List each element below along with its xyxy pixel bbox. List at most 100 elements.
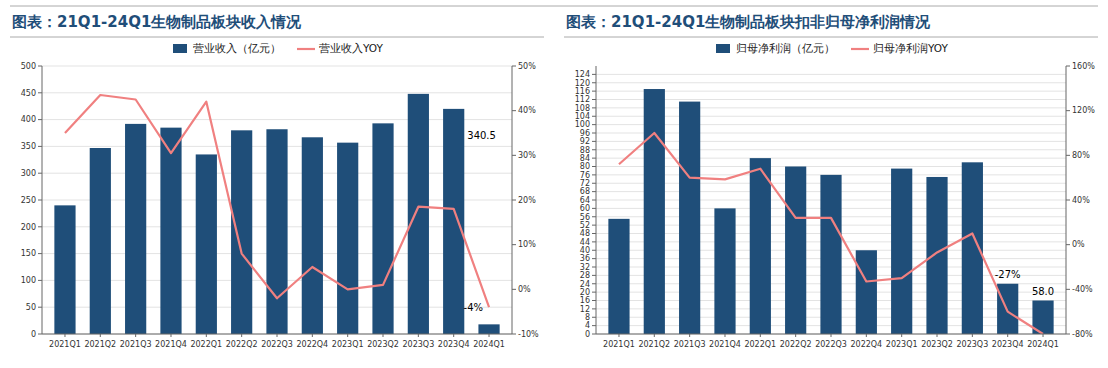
x-tick [618, 334, 619, 337]
y2-tick [512, 200, 516, 201]
y-tick-label: 56 [580, 213, 590, 222]
y-tick-label: 68 [580, 187, 590, 196]
x-tick-label: 2021Q2 [84, 340, 116, 349]
y-tick [592, 283, 596, 284]
x-tick-label: 2021Q3 [674, 340, 706, 349]
y-tick-label: 84 [580, 154, 590, 163]
y-tick [38, 307, 42, 308]
x-tick [689, 334, 690, 337]
grid-line [596, 82, 1066, 83]
grid-line [596, 99, 1066, 100]
grid-line [596, 107, 1066, 108]
legend-item: 营业收入YOY [297, 42, 384, 54]
y-tick [592, 334, 596, 335]
x-tick-label: 2021Q2 [638, 340, 670, 349]
x-tick-label: 2022Q2 [226, 340, 258, 349]
y2-tick-label: 50% [518, 62, 536, 71]
x-tick-label: 2022Q3 [261, 340, 293, 349]
y-tick [592, 241, 596, 242]
x-tick-label: 2021Q4 [709, 340, 741, 349]
annotation: -4% [464, 302, 483, 313]
y-tick [38, 253, 42, 254]
bar [266, 129, 287, 334]
y-tick-label: 48 [580, 229, 590, 238]
y-tick [592, 191, 596, 192]
x-tick-label: 2023Q3 [402, 340, 434, 349]
y2-tick [1066, 289, 1070, 290]
bar [160, 128, 181, 334]
x-tick [1043, 334, 1044, 337]
bar [478, 324, 499, 334]
chart-panel: 图表：21Q1-24Q1生物制品板块扣非归母净利润情况0481216202428… [564, 13, 1098, 349]
x-tick [206, 334, 207, 337]
y-tick-label: 64 [580, 196, 590, 205]
y-axis-line [42, 66, 43, 334]
y2-tick-label: 160% [1072, 62, 1095, 71]
y-tick [592, 208, 596, 209]
plot-area [608, 89, 1053, 334]
y2-tick-label: 120% [1072, 106, 1095, 115]
y-tick-label: 450 [21, 89, 36, 98]
y-tick [592, 82, 596, 83]
y-tick [38, 334, 42, 335]
y2-tick [512, 289, 516, 290]
bar [679, 102, 700, 334]
x-tick [760, 334, 761, 337]
bar [785, 167, 806, 335]
bar [608, 219, 629, 334]
y-tick-label: 88 [580, 146, 590, 155]
y-tick [592, 133, 596, 134]
grid-line [596, 158, 1066, 159]
y2-tick-label: 0% [1072, 240, 1085, 249]
legend-label: 营业收入（亿元） [193, 42, 281, 54]
y-tick-label: 60 [580, 204, 590, 213]
y-tick-label: 100 [575, 120, 590, 129]
y2-tick [1066, 155, 1070, 156]
grid-line [596, 141, 1066, 142]
y2-tick [1066, 200, 1070, 201]
y-tick-label: 28 [580, 271, 590, 280]
y-tick [592, 216, 596, 217]
x-tick-label: 2021Q1 [49, 340, 81, 349]
bar [54, 205, 75, 334]
y-tick-label: 44 [580, 238, 590, 247]
y-tick [592, 166, 596, 167]
y-tick [38, 66, 42, 67]
x-tick-label: 2022Q3 [815, 340, 847, 349]
legend-item: 归母净利润（亿元） [716, 42, 835, 54]
x-tick [241, 334, 242, 337]
x-tick [831, 334, 832, 337]
y-tick-label: 350 [21, 142, 36, 151]
x-tick [135, 334, 136, 337]
bar [337, 143, 358, 334]
y2-tick [512, 244, 516, 245]
bar [302, 137, 323, 334]
y-tick-label: 20 [580, 288, 590, 297]
legend-label: 营业收入YOY [319, 42, 384, 54]
y-tick-label: 400 [21, 115, 36, 124]
legend: 营业收入（亿元） 营业收入YOY [173, 42, 384, 54]
legend-swatch [851, 48, 869, 50]
y-tick [592, 317, 596, 318]
bar [125, 124, 146, 334]
x-tick [972, 334, 973, 337]
y-tick [38, 173, 42, 174]
y2-tick [1066, 110, 1070, 111]
bar [644, 89, 665, 334]
chart-title: 图表：21Q1-24Q1生物制品板块收入情况 [12, 13, 302, 31]
y2-tick [512, 66, 516, 67]
x-tick-label: 2022Q4 [850, 340, 882, 349]
y-tick-label: 4 [585, 321, 590, 330]
y-tick [38, 146, 42, 147]
grid-line [42, 119, 512, 120]
y-tick [38, 226, 42, 227]
x-tick [937, 334, 938, 337]
x-tick [489, 334, 490, 337]
y-tick-label: 0 [585, 330, 590, 339]
x-tick [312, 334, 313, 337]
y-tick-label: 104 [575, 112, 590, 121]
legend-label: 归母净利润YOY [873, 42, 949, 54]
y-tick [592, 116, 596, 117]
bar [820, 175, 841, 334]
y-tick [592, 292, 596, 293]
